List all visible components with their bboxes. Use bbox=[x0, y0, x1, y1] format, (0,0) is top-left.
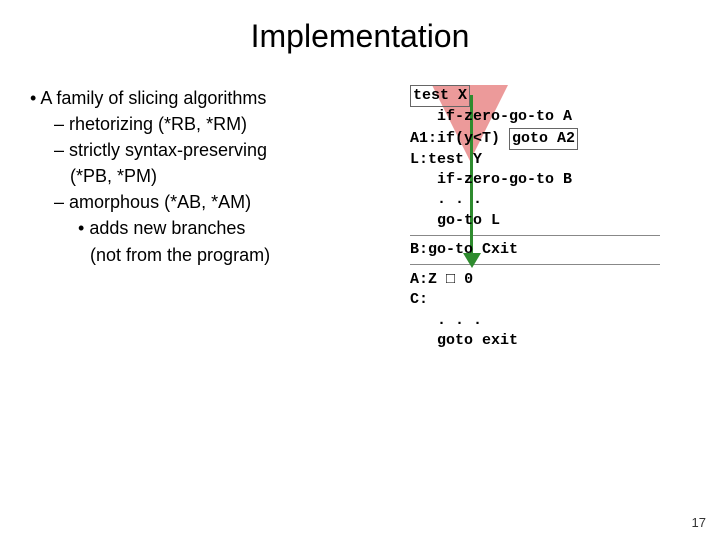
content-area: A family of slicing algorithms rhetorizi… bbox=[0, 55, 720, 351]
code-line-3: A1:if(y<T) goto A2 bbox=[410, 128, 700, 150]
code-line-10: C: bbox=[410, 290, 700, 310]
code-line-8: B:go-to Cxit bbox=[410, 240, 700, 260]
bullet-sub3a-text: adds new branches bbox=[89, 218, 245, 238]
code-line-9: A:Z □ 0 bbox=[410, 269, 700, 290]
bullet-sub3b: (not from the program) bbox=[30, 242, 400, 268]
code-line-1: test X bbox=[410, 85, 700, 107]
bullet-sub2a-text: strictly syntax-preserving bbox=[69, 140, 267, 160]
code-l3a: A1:if(y<T) bbox=[410, 130, 500, 147]
bullet-sub2: strictly syntax-preserving bbox=[30, 137, 400, 163]
code-line-11: . . . bbox=[410, 311, 700, 331]
code-line-5: if-zero-go-to B bbox=[410, 170, 700, 190]
bullet-sub1-text: rhetorizing (*RB, *RM) bbox=[69, 114, 247, 134]
bullet-main-text: A family of slicing algorithms bbox=[40, 88, 266, 108]
code-line-6: . . . bbox=[410, 190, 700, 210]
code-l9b: 0 bbox=[455, 271, 473, 288]
box-test-x: test X bbox=[410, 85, 470, 107]
bullet-sub2-cont: (*PB, *PM) bbox=[30, 163, 400, 189]
page-number: 17 bbox=[692, 515, 706, 530]
bullet-main: A family of slicing algorithms bbox=[30, 85, 400, 111]
bullet-sub3b-text: (not from the program) bbox=[90, 245, 270, 265]
bullet-sub1: rhetorizing (*RB, *RM) bbox=[30, 111, 400, 137]
box-goto-a2: goto A2 bbox=[509, 128, 578, 150]
code-block: test X if-zero-go-to A A1:if(y<T) goto A… bbox=[400, 85, 700, 351]
square-icon: □ bbox=[446, 270, 455, 287]
code-line-12: goto exit bbox=[410, 331, 700, 351]
slide-title: Implementation bbox=[0, 0, 720, 55]
bullet-sub2b-text: (*PB, *PM) bbox=[70, 166, 157, 186]
bullet-sub3a: adds new branches bbox=[30, 215, 400, 241]
bullet-list: A family of slicing algorithms rhetorizi… bbox=[30, 85, 400, 351]
bullet-sub3: amorphous (*AB, *AM) bbox=[30, 189, 400, 215]
bullet-sub3-text: amorphous (*AB, *AM) bbox=[69, 192, 251, 212]
code-line-7: go-to L bbox=[410, 211, 700, 231]
separator-1 bbox=[410, 235, 660, 236]
code-area: test X if-zero-go-to A A1:if(y<T) goto A… bbox=[400, 85, 700, 351]
separator-2 bbox=[410, 264, 660, 265]
code-line-2: if-zero-go-to A bbox=[410, 107, 700, 127]
code-line-4: L:test Y bbox=[410, 150, 700, 170]
code-l9a: A:Z bbox=[410, 271, 446, 288]
